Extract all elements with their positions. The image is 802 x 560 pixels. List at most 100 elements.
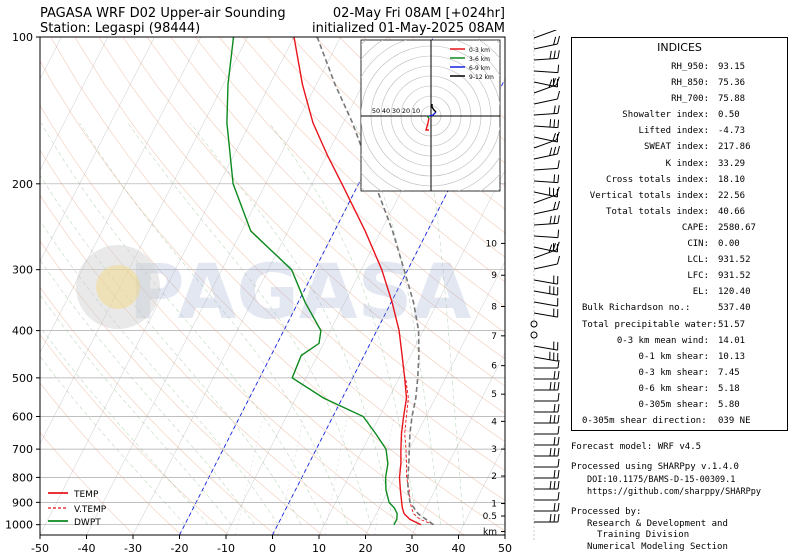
wind-barb-feather [553, 469, 556, 479]
wind-barb-staff [533, 98, 558, 105]
wind-barb-feather [548, 79, 553, 88]
dry-adiabat [40, 194, 370, 535]
index-label: EL: [692, 287, 709, 298]
index-label: Total precipitable water: [582, 319, 718, 330]
wind-barb-feather [553, 36, 557, 45]
isotherm [132, 37, 388, 535]
series-dwpt-line [226, 37, 398, 526]
wind-barb-feather [553, 119, 556, 128]
index-value: 0.00 [718, 239, 740, 250]
index-value: 40.66 [718, 206, 746, 217]
mixing-ratio-line [278, 416, 305, 535]
index-label: 0-305m shear direction: [582, 416, 707, 427]
index-value: 2580.67 [718, 222, 756, 233]
legend-label: DWPT [74, 518, 101, 528]
wind-barb-feather [553, 174, 556, 183]
wind-barb-feather [556, 145, 560, 155]
index-label: RH_950: [671, 62, 709, 72]
index-value: 18.10 [718, 174, 746, 185]
index-value: 93.15 [718, 62, 746, 72]
index-row: LFC: 931.52 [572, 268, 787, 284]
index-label: 0-305m shear: [638, 399, 709, 410]
hodograph-legend-label: 3-6 km [469, 56, 490, 63]
index-row: 0-3 km shear: 7.45 [572, 365, 787, 381]
wind-barb-feather [549, 119, 552, 128]
org-line-2: Training Division [597, 530, 690, 540]
index-value: 039 NE [718, 416, 751, 427]
index-value: 537.40 [718, 303, 751, 314]
hodograph-legend-label: 9-12 km [469, 74, 494, 81]
parcel-trace-line [316, 37, 434, 526]
wind-barb-feather [557, 381, 560, 391]
agency-logo [76, 245, 160, 329]
wind-barb-feather [557, 447, 560, 457]
wind-barb-feather [556, 131, 560, 140]
wind-barb-feather [557, 414, 560, 424]
km-tick-label: 2 [491, 472, 497, 482]
wind-barb-feather [553, 447, 556, 457]
wind-barb-feather [557, 229, 560, 238]
wind-barb-staff [533, 112, 558, 116]
dry-adiabat [122, 37, 505, 414]
km-tick-label: km [483, 528, 497, 538]
moist-adiabat [40, 220, 279, 525]
wind-barb-feather [549, 513, 552, 523]
wind-barb-staff [533, 208, 558, 215]
wind-barb-staff [533, 222, 558, 226]
moist-adiabat [127, 122, 372, 525]
wind-barb-feather [549, 215, 552, 224]
logo-sun [96, 265, 140, 309]
moist-adiabat [79, 122, 348, 525]
y-tick-label: 600 [12, 410, 33, 423]
hodograph-ring-label: 10 [412, 107, 420, 115]
km-tick-label: 7 [491, 332, 497, 342]
km-tick-label: 4 [491, 417, 497, 427]
index-row: 0-3 km mean wind: 14.01 [572, 333, 787, 349]
dry-adiabat [40, 334, 229, 535]
moist-adiabat [40, 355, 186, 525]
km-tick-label: 6 [491, 362, 497, 372]
series-temp-line [293, 37, 422, 526]
wind-barb-feather [556, 186, 560, 195]
wind-barb-feather [557, 215, 560, 224]
index-row: Lifted index: -4.73 [572, 123, 787, 139]
dry-adiabat [50, 37, 505, 501]
wind-barb-feather [557, 50, 560, 59]
wind-barb-feather [557, 174, 560, 183]
index-label: 0-6 km shear: [638, 383, 709, 394]
index-label: Showalter index: [622, 110, 709, 121]
index-value: 75.36 [718, 78, 746, 89]
moist-adiabat [40, 294, 232, 525]
isotherm [40, 37, 248, 445]
index-row: Bulk Richardson no.: 537.40 [572, 300, 787, 316]
y-tick-label: 800 [12, 471, 33, 484]
index-row: 0-1 km shear: 10.13 [572, 349, 787, 365]
x-tick-label: -20 [171, 542, 189, 555]
logo-ring [76, 245, 160, 329]
index-row: Vertical totals index: 22.56 [572, 188, 787, 204]
init-time: initialized 01-May-2025 08AM [311, 21, 505, 36]
wind-barb-feather [557, 359, 560, 369]
wind-barb-feather [553, 480, 556, 490]
index-row: CAPE: 2580.67 [572, 220, 787, 236]
wind-barb-feather [557, 370, 560, 380]
wind-barb-feather [553, 513, 556, 523]
index-value: 7.45 [718, 367, 740, 378]
y-tick-label: 700 [12, 443, 33, 456]
wind-barb-feather [549, 381, 552, 391]
wind-barb-feather [556, 255, 560, 265]
wind-barb-feather [557, 403, 560, 413]
hodograph-ring-label: 40 [382, 107, 390, 115]
km-tick-label: 8 [491, 303, 497, 313]
wind-barb-feather [553, 381, 556, 391]
github-link[interactable]: https://github.com/sharppy/SHARPpy [587, 487, 761, 497]
processed-using: Processed using SHARPpy v.1.4.0 [571, 462, 739, 472]
chart-legend: TEMP V.TEMP DWPT [48, 490, 107, 528]
wind-barb-feather [557, 491, 560, 501]
wind-barb-staff [533, 301, 558, 307]
dry-adiabat [40, 149, 418, 535]
dry-adiabat [40, 382, 182, 535]
dry-adiabat [194, 37, 505, 334]
wind-barb-staff [533, 249, 557, 259]
isotherm [86, 37, 341, 535]
